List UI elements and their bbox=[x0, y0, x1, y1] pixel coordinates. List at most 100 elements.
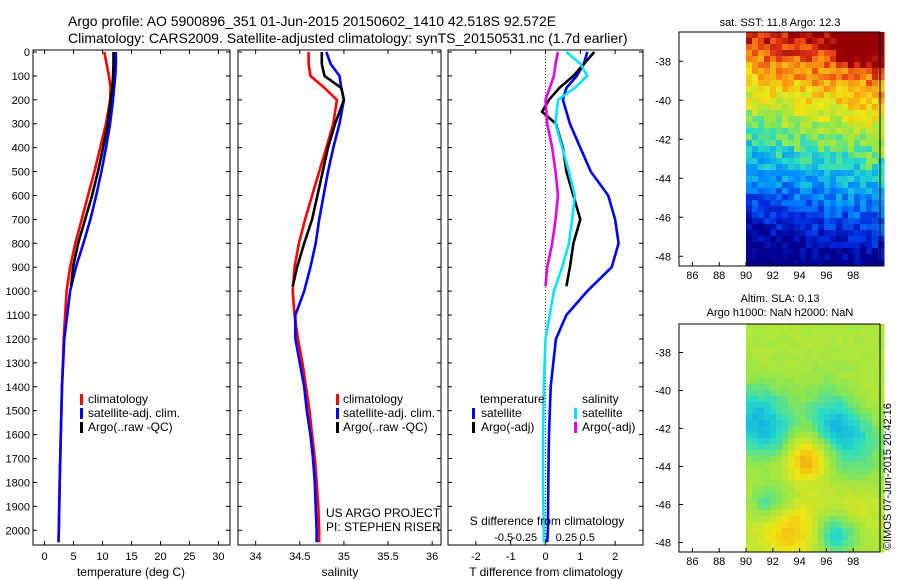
header-title: Argo profile: AO 5900896_351 01-Jun-2015… bbox=[68, 13, 556, 29]
sla-cell bbox=[752, 540, 759, 547]
sst-cell bbox=[860, 152, 867, 159]
sla-cell bbox=[866, 540, 873, 547]
sst-cell bbox=[824, 50, 831, 57]
sla-cell bbox=[752, 360, 759, 367]
sla-cell bbox=[758, 348, 765, 355]
sla-cell bbox=[800, 480, 807, 487]
sst-cell bbox=[866, 254, 873, 261]
sst-cell bbox=[812, 44, 819, 51]
sla-cell bbox=[878, 342, 885, 349]
sst-cell bbox=[866, 206, 873, 213]
sst-cell bbox=[812, 200, 819, 207]
sla-cell bbox=[872, 324, 879, 331]
sla-cell bbox=[812, 504, 819, 511]
sla-cell bbox=[854, 444, 861, 451]
sla-cell bbox=[830, 360, 837, 367]
sla-cell bbox=[764, 408, 771, 415]
sst-cell bbox=[836, 146, 843, 153]
sla-cell bbox=[836, 468, 843, 475]
sst-cell bbox=[752, 80, 759, 87]
sst-cell bbox=[758, 164, 765, 171]
sla-cell bbox=[812, 486, 819, 493]
sla-cell bbox=[776, 444, 783, 451]
sla-cell bbox=[824, 414, 831, 421]
sst-cell bbox=[836, 38, 843, 45]
sla-cell bbox=[866, 438, 873, 445]
sst-cell bbox=[806, 62, 813, 69]
sla-cell bbox=[878, 456, 885, 463]
sst-cell bbox=[836, 110, 843, 117]
sst-cell bbox=[842, 146, 849, 153]
sst-cell bbox=[812, 98, 819, 105]
y-tick-label: 600 bbox=[12, 190, 30, 202]
sla-cell bbox=[854, 450, 861, 457]
sla-cell bbox=[800, 360, 807, 367]
sst-cell bbox=[782, 104, 789, 111]
sla-cell bbox=[848, 420, 855, 427]
sla-cell bbox=[842, 408, 849, 415]
sla-cell bbox=[860, 426, 867, 433]
temperature-legend: climatology satellite-adj. clim. Argo(..… bbox=[80, 392, 180, 434]
sst-cell bbox=[830, 74, 837, 81]
sla-cell bbox=[830, 336, 837, 343]
sla-cell bbox=[788, 408, 795, 415]
sst-cell bbox=[818, 158, 825, 165]
sst-cell bbox=[806, 224, 813, 231]
y-tick-label: 1800 bbox=[6, 477, 30, 489]
sla-cell bbox=[758, 462, 765, 469]
sst-cell bbox=[770, 206, 777, 213]
sst-cell bbox=[854, 86, 861, 93]
sst-cell bbox=[788, 230, 795, 237]
sla-cell bbox=[800, 426, 807, 433]
sla-cell bbox=[848, 456, 855, 463]
sst-cell bbox=[782, 74, 789, 81]
sla-cell bbox=[758, 510, 765, 517]
sst-cell bbox=[848, 152, 855, 159]
sst-cell bbox=[758, 236, 765, 243]
sst-cell bbox=[800, 212, 807, 219]
sla-cell bbox=[788, 396, 795, 403]
sla-cell bbox=[746, 456, 753, 463]
sst-cell bbox=[800, 200, 807, 207]
sst-cell bbox=[770, 176, 777, 183]
sla-cell bbox=[878, 384, 885, 391]
sla-cell bbox=[824, 498, 831, 505]
sst-cell bbox=[788, 74, 795, 81]
sla-cell bbox=[860, 438, 867, 445]
series-line-satellite bbox=[545, 51, 620, 543]
sla-cell bbox=[794, 366, 801, 373]
sst-cell bbox=[776, 68, 783, 75]
sst-cell bbox=[818, 116, 825, 123]
sst-cell bbox=[878, 92, 885, 99]
sla-cell bbox=[872, 402, 879, 409]
sla-cell bbox=[842, 468, 849, 475]
sst-cell bbox=[848, 224, 855, 231]
sla-cell bbox=[758, 354, 765, 361]
sst-cell bbox=[746, 98, 753, 105]
sst-cell bbox=[752, 200, 759, 207]
sst-cell bbox=[752, 176, 759, 183]
sst-cell bbox=[836, 80, 843, 87]
sst-cell bbox=[860, 68, 867, 75]
sst-cell bbox=[788, 32, 795, 39]
sla-cell bbox=[800, 420, 807, 427]
sst-cell bbox=[758, 254, 765, 261]
sst-cell bbox=[836, 218, 843, 225]
legend-t-satellite-label: satellite bbox=[481, 406, 522, 420]
sla-cell bbox=[854, 528, 861, 535]
sla-cell bbox=[818, 420, 825, 427]
sst-cell bbox=[866, 44, 873, 51]
x-tick-label: 0 bbox=[42, 551, 48, 563]
map-x-tick-label: 96 bbox=[820, 270, 832, 282]
sst-cell bbox=[842, 32, 849, 39]
sst-cell bbox=[752, 248, 759, 255]
sla-cell bbox=[866, 498, 873, 505]
sla-cell bbox=[836, 510, 843, 517]
sla-cell bbox=[842, 420, 849, 427]
sst-cell bbox=[842, 206, 849, 213]
sst-cell bbox=[866, 188, 873, 195]
sst-cell bbox=[860, 56, 867, 63]
sla-cell bbox=[788, 522, 795, 529]
sst-cell bbox=[848, 176, 855, 183]
sst-cell bbox=[812, 74, 819, 81]
